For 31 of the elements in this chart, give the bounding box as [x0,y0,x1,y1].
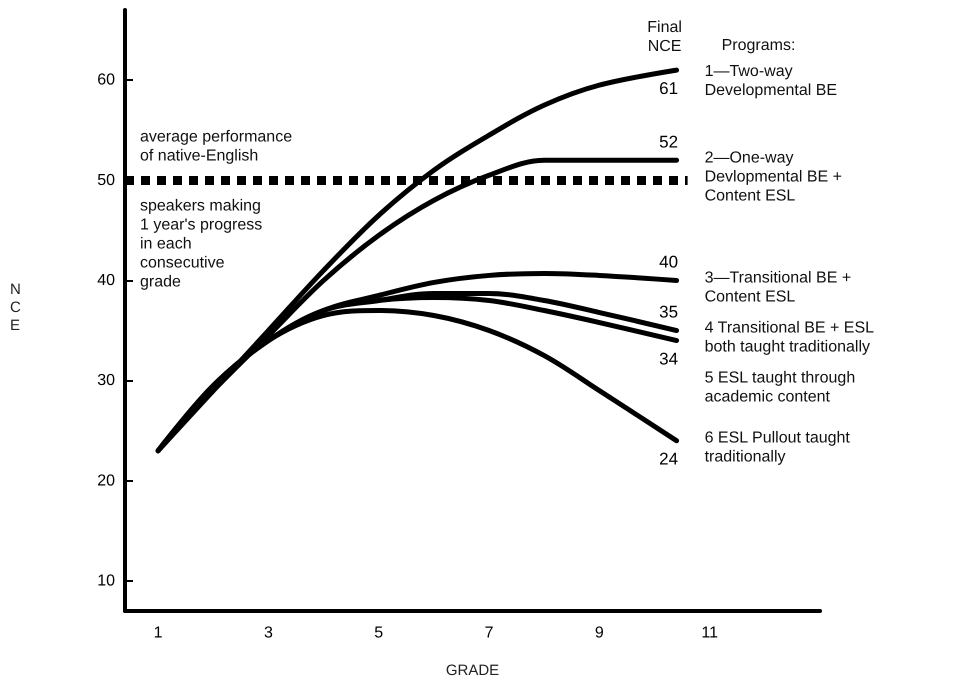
y-tick-label: 30 [97,372,116,390]
data-label: 52 [659,132,678,152]
series-label: 6 ESL Pullout taught traditionally [704,430,854,466]
data-label: 40 [659,252,678,272]
y-tick-label: 60 [97,72,116,89]
data-label: 24 [659,450,678,469]
annotation: Programs: [722,37,796,54]
y-tick-label: 40 [97,272,116,289]
data-label: 35 [659,302,678,322]
data-label: 61 [659,79,678,98]
text: NCE [10,281,21,334]
annotation: average performance of native-English [140,128,292,164]
x-tick-label: 1 [154,624,163,642]
x-tick-label: 9 [594,624,604,642]
y-tick-label: 20 [97,472,116,490]
series-label: 1—Two-way Developmental BE [704,63,838,99]
x-tick-label: 11 [701,624,718,642]
x-tick-label: 3 [264,624,273,642]
y-tick-label: 50 [97,172,116,189]
series-label: 3—Transitional BE + Content ESL [704,269,856,306]
x-tick-label: 5 [374,624,384,642]
series-label: 2—One-way Devlopmental BE + Content ESL [704,149,846,204]
y-tick-label: 10 [97,572,116,590]
annotation: speakers making 1 year's progress in each consecutive grade [140,197,262,290]
x-axis-title: GRADE [446,662,500,679]
x-tick-label: 7 [484,624,494,642]
text: Final [647,19,682,36]
data-label: 34 [659,350,678,369]
text: 5 ESL taught through academic content [704,370,860,406]
y-axis-title: NCE [648,38,682,55]
series-label: 4 Transitional BE + ESL both taught traditionally [704,320,878,356]
